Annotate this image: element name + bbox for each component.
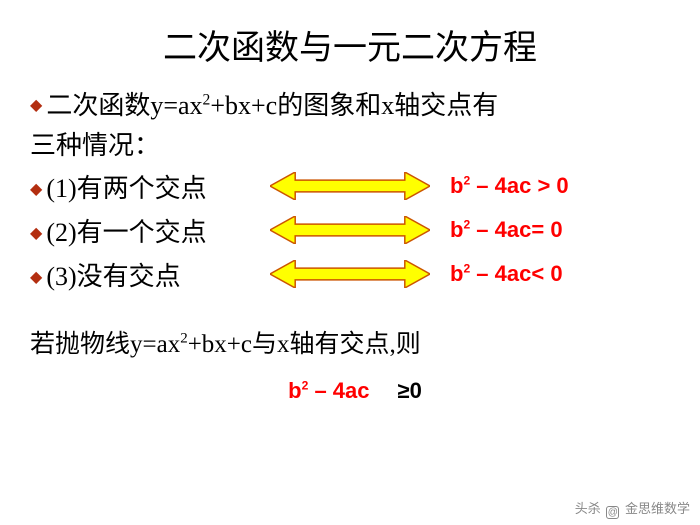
- discriminant-condition: b2 – 4ac< 0: [450, 261, 563, 287]
- intro-text-1b: +bx+c的图象和x轴交点有: [210, 91, 498, 120]
- double-arrow-icon: [270, 260, 430, 288]
- arrow-slot: [260, 172, 440, 200]
- intro-text-1a: 二次函数y=ax: [46, 91, 202, 120]
- arrow-slot: [260, 216, 440, 244]
- bottom-text-b: +bx+c与x轴有交点,则: [188, 331, 421, 358]
- discriminant-condition: b2 – 4ac= 0: [450, 217, 563, 243]
- bottom-text-a: 若抛物线y=ax: [30, 331, 180, 358]
- diamond-bullet-icon: ◆: [30, 223, 42, 243]
- diamond-bullet-icon: ◆: [30, 179, 42, 199]
- at-icon: @: [606, 506, 619, 519]
- page-title: 二次函数与一元二次方程: [30, 20, 670, 69]
- intro-line-1: ◆二次函数y=ax2+bx+c的图象和x轴交点有: [30, 87, 670, 125]
- watermark-author: 金思维数学: [625, 501, 690, 516]
- case-label: ◆(3)没有交点: [30, 256, 260, 293]
- bottom-statement: 若抛物线y=ax2+bx+c与x轴有交点,则: [30, 324, 670, 360]
- arrow-slot: [260, 260, 440, 288]
- watermark-source: 头杀: [575, 501, 601, 516]
- case-label: ◆(2)有一个交点: [30, 212, 260, 249]
- discriminant-condition: b2 – 4ac > 0: [450, 173, 569, 199]
- case-row-2: ◆(2)有一个交点 b2 – 4ac= 0: [30, 210, 670, 250]
- watermark: 头杀 @ 金思维数学: [575, 498, 690, 519]
- case-row-1: ◆(1)有两个交点 b2 – 4ac > 0: [30, 166, 670, 206]
- intro-line-2: 三种情况：: [30, 127, 670, 165]
- diamond-bullet-icon: ◆: [30, 94, 42, 117]
- exponent-bottom: 2: [180, 331, 188, 347]
- case-row-3: ◆(3)没有交点 b2 – 4ac< 0: [30, 254, 670, 294]
- diamond-bullet-icon: ◆: [30, 267, 42, 287]
- discriminant-expression: b2 – 4ac: [288, 378, 369, 404]
- ge-zero: ≥0: [398, 378, 422, 404]
- double-arrow-icon: [270, 216, 430, 244]
- case-label: ◆(1)有两个交点: [30, 168, 260, 205]
- bottom-formula-row: b2 – 4ac ≥0: [30, 378, 670, 404]
- double-arrow-icon: [270, 172, 430, 200]
